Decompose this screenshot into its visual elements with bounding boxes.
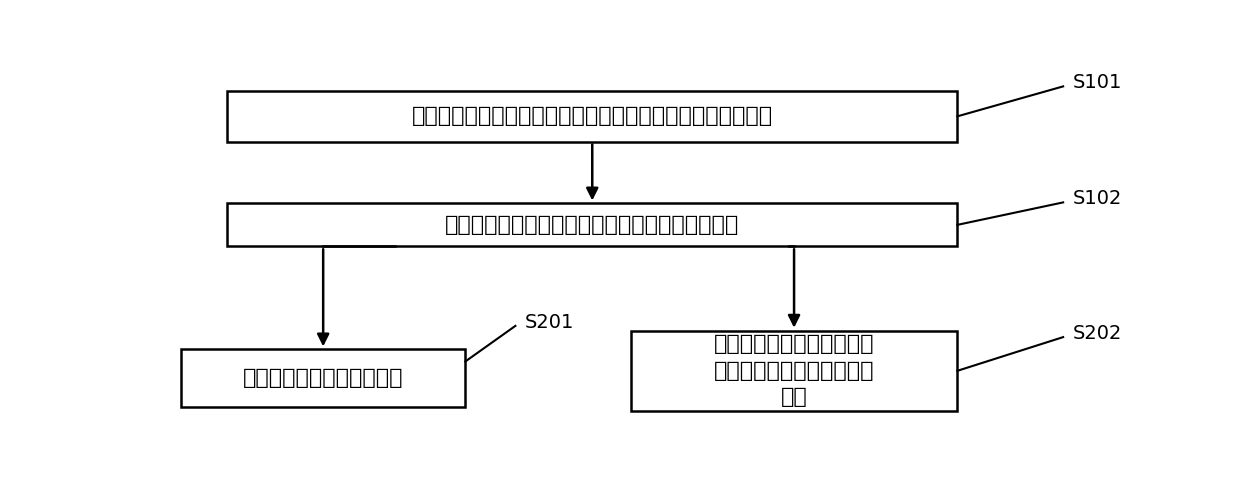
- Text: 根据所述距离变化量，计算所述皮带所受到的张力: 根据所述距离变化量，计算所述皮带所受到的张力: [445, 215, 739, 235]
- Bar: [227, 203, 957, 246]
- Text: S102: S102: [1073, 189, 1122, 208]
- Bar: [181, 349, 465, 407]
- Text: S201: S201: [525, 312, 574, 331]
- Text: 显示所述皮带所受到的张力: 显示所述皮带所受到的张力: [243, 368, 403, 388]
- Bar: [227, 91, 957, 141]
- Text: S101: S101: [1073, 73, 1122, 92]
- Text: 检测皮带张力计的第一测量臂与第二测量臂之间的距离变化量: 检测皮带张力计的第一测量臂与第二测量臂之间的距离变化量: [412, 106, 773, 126]
- Bar: [631, 330, 957, 411]
- Text: 在所述皮带所受到的张力超
出预设的张力范围时，进行
报警: 在所述皮带所受到的张力超 出预设的张力范围时，进行 报警: [714, 334, 874, 407]
- Text: S202: S202: [1073, 324, 1122, 343]
